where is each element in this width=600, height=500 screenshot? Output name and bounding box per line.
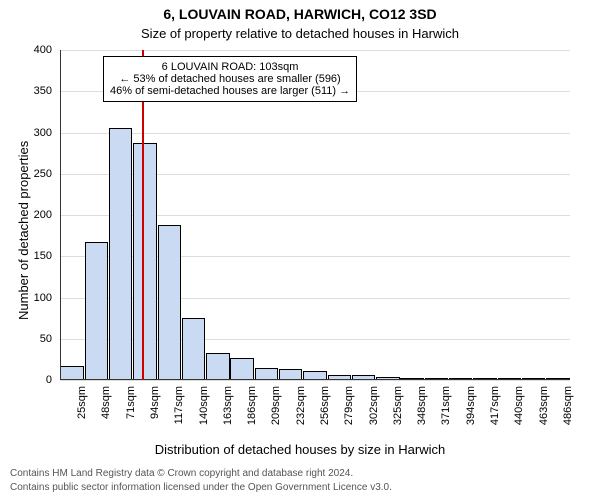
y-tick-label: 400 [0,44,52,56]
annotation-line2: ← 53% of detached houses are smaller (59… [110,73,350,85]
histogram-bar [85,242,108,380]
footer-license: Contains public sector information licen… [10,482,392,493]
x-tick-label: 394sqm [465,386,477,425]
x-tick-label: 163sqm [222,386,234,425]
x-tick-label: 232sqm [295,386,307,425]
histogram-bar [109,128,132,380]
y-tick-label: 250 [0,168,52,180]
annotation-line1: 6 LOUVAIN ROAD: 103sqm [110,61,350,73]
gridline [60,50,570,51]
chart-title-address: 6, LOUVAIN ROAD, HARWICH, CO12 3SD [0,6,600,22]
x-tick-label: 94sqm [149,386,161,419]
gridline [60,133,570,134]
y-tick-label: 200 [0,209,52,221]
x-tick-label: 371sqm [440,386,452,425]
y-tick-label: 100 [0,292,52,304]
x-tick-label: 117sqm [173,386,185,424]
x-tick-label: 48sqm [100,386,112,419]
x-tick-label: 440sqm [513,386,525,425]
x-axis-label: Distribution of detached houses by size … [0,442,600,457]
x-tick-label: 463sqm [538,386,550,425]
y-tick-label: 350 [0,85,52,97]
histogram-bar [158,225,181,380]
chart-title-description: Size of property relative to detached ho… [0,26,600,41]
histogram-bar [133,143,156,380]
x-tick-label: 279sqm [343,386,355,425]
y-tick-label: 50 [0,333,52,345]
y-axis-line [60,50,61,380]
x-tick-label: 186sqm [246,386,258,425]
histogram-bar [230,358,253,380]
x-tick-label: 325sqm [392,386,404,425]
gridline [60,380,570,381]
histogram-bar [182,318,205,380]
annotation-line3: 46% of semi-detached houses are larger (… [110,85,350,97]
x-tick-label: 302sqm [368,386,380,425]
annotation-box: 6 LOUVAIN ROAD: 103sqm ← 53% of detached… [103,56,357,102]
x-tick-label: 140sqm [198,386,210,425]
x-tick-label: 25sqm [76,386,88,419]
x-axis-line [60,379,570,380]
y-tick-label: 300 [0,127,52,139]
y-tick-label: 0 [0,374,52,386]
x-tick-label: 348sqm [416,386,428,425]
y-tick-label: 150 [0,250,52,262]
x-tick-label: 256sqm [319,386,331,425]
footer-copyright: Contains HM Land Registry data © Crown c… [10,468,353,479]
x-tick-label: 486sqm [562,386,574,425]
x-tick-label: 71sqm [125,386,137,419]
x-tick-label: 209sqm [270,386,282,425]
histogram-bar [206,353,229,380]
x-tick-label: 417sqm [489,386,501,425]
histogram-bar [60,366,83,380]
